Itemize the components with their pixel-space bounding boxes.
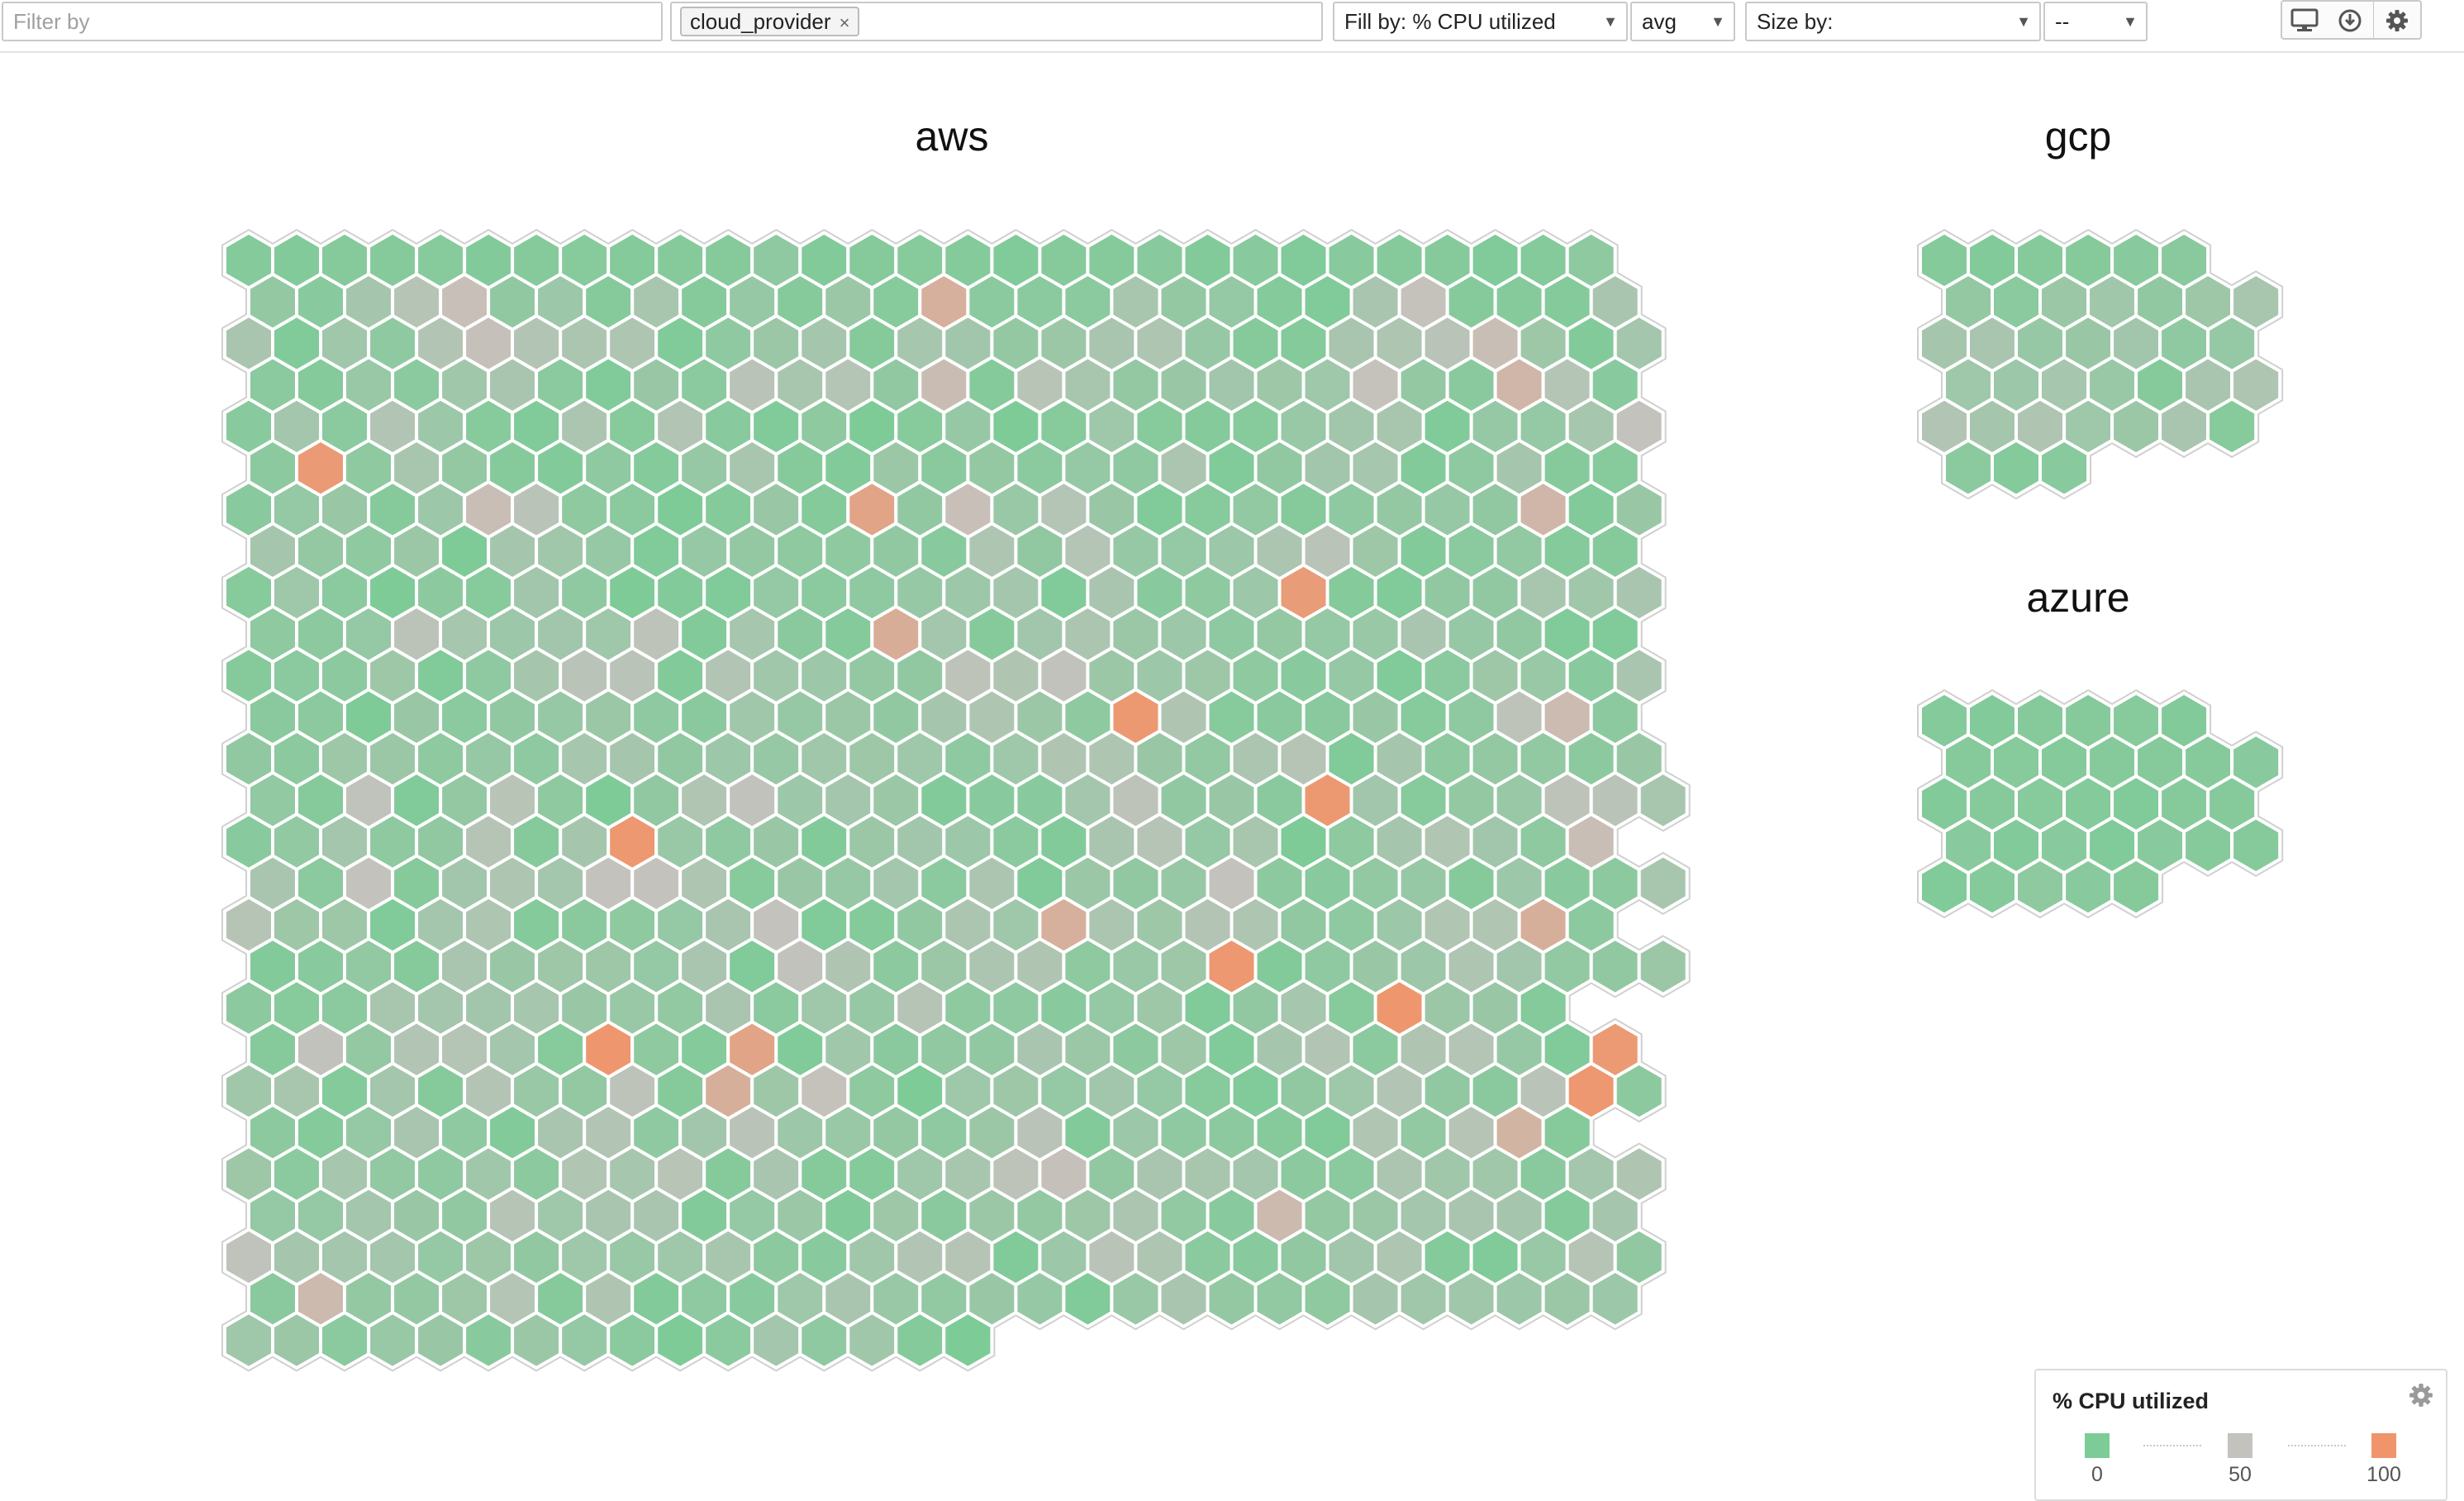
host-hexagon[interactable] [846,1310,898,1370]
host-hexagon[interactable] [1397,1269,1449,1329]
host-hexagon[interactable] [367,1310,419,1370]
host-hexagon[interactable] [1014,1269,1066,1329]
host-hexagon[interactable] [606,1310,659,1370]
host-hexagon[interactable] [2158,397,2210,456]
legend: % CPU utilized 0 50 100 [2034,1369,2447,1501]
host-hexagon[interactable] [1110,1269,1162,1329]
legend-swatch-mid [2228,1433,2252,1458]
chevron-down-icon: ▼ [2016,13,2031,30]
host-hexagon[interactable] [415,1310,467,1370]
host-hexagon[interactable] [463,1310,515,1370]
settings-button[interactable] [2374,0,2422,40]
host-group-azure [1917,689,2284,919]
size-metric-label: -- [2055,9,2070,34]
toolbar: cloud_provider × Fill by: % CPU utilized … [0,0,2464,53]
host-hexagon[interactable] [1541,1269,1593,1329]
chevron-down-icon: ▼ [1710,13,1725,30]
host-hexagon[interactable] [654,1310,706,1370]
host-hexagon[interactable] [2110,397,2162,456]
group-tag: cloud_provider × [680,7,860,36]
host-hexagon[interactable] [1445,1269,1497,1329]
host-hexagon[interactable] [2110,857,2162,917]
monitor-icon [2290,8,2319,31]
host-hexagon[interactable] [1589,936,1641,997]
legend-label-high: 100 [2366,1463,2401,1486]
host-hexagon[interactable] [942,1310,994,1370]
group-title-aws: aws [915,113,989,160]
tv-mode-button[interactable] [2281,0,2328,40]
host-hexagon[interactable] [1637,853,1689,913]
host-hexagon[interactable] [223,1310,274,1370]
legend-swatch-high [2371,1433,2396,1458]
host-hexagon[interactable] [1613,1061,1665,1121]
host-hexagon[interactable] [1301,1269,1353,1329]
host-hexagon[interactable] [2014,857,2067,917]
legend-divider [2143,1445,2201,1446]
fill-by-select[interactable]: Fill by: % CPU utilized ▼ [1333,2,1628,41]
filter-input[interactable] [2,2,663,41]
host-group-aws [221,228,1691,1372]
download-icon [2338,9,2362,32]
gear-icon [2386,10,2408,31]
legend-swatch-low [2085,1433,2110,1458]
host-hexagon[interactable] [319,1310,371,1370]
host-hexagon[interactable] [1637,770,1689,831]
group-title-gcp: gcp [2044,113,2112,160]
host-hexagon[interactable] [511,1310,563,1370]
aggregation-label: avg [1642,9,1677,34]
host-hexagon[interactable] [2206,397,2258,456]
host-hexagon[interactable] [1158,1269,1210,1329]
host-hexagon[interactable] [2062,857,2114,917]
host-hexagon[interactable] [2230,815,2282,875]
group-tag-label: cloud_provider [690,9,831,34]
host-hexagon[interactable] [894,1310,946,1370]
host-hexagon[interactable] [271,1310,322,1370]
legend-title: % CPU utilized [2053,1389,2210,1413]
host-hexagon[interactable] [702,1310,754,1370]
host-hexagon[interactable] [1253,1269,1306,1329]
remove-tag-icon[interactable]: × [839,12,850,33]
host-hexagon[interactable] [1062,1269,1114,1329]
host-hexagon[interactable] [1967,857,2018,917]
size-by-select[interactable]: Size by: ▼ [1745,2,2041,41]
legend-label-mid: 50 [2229,1463,2252,1486]
host-group-gcp [1917,228,2284,500]
host-hexagon[interactable] [798,1310,850,1370]
host-hexagon[interactable] [750,1310,802,1370]
host-hexagon[interactable] [1991,438,2042,498]
host-hexagon[interactable] [1349,1269,1401,1329]
group-by-field[interactable]: cloud_provider × [670,2,1323,41]
host-hexagon[interactable] [559,1310,611,1370]
host-hexagon[interactable] [1637,936,1689,997]
host-hexagon[interactable] [1206,1269,1258,1329]
fill-by-label: Fill by: % CPU utilized [1344,9,1556,34]
chevron-down-icon: ▼ [1603,13,1618,30]
host-hexagon[interactable] [2182,815,2234,875]
size-by-label: Size by: [1757,9,1834,34]
host-hexagon[interactable] [2038,438,2091,498]
aggregation-select[interactable]: avg ▼ [1630,2,1735,41]
host-hexagon[interactable] [1943,438,1994,498]
chevron-down-icon: ▼ [2123,13,2138,30]
host-hexagon[interactable] [1493,1269,1545,1329]
group-title-azure: azure [2026,574,2130,621]
host-hexagon[interactable] [1919,857,1970,917]
legend-divider [2288,1445,2346,1446]
host-hexagon[interactable] [1589,1269,1641,1329]
size-metric-select[interactable]: -- ▼ [2043,2,2148,41]
legend-label-low: 0 [2091,1463,2103,1486]
download-button[interactable] [2327,0,2375,40]
legend-gear-icon[interactable] [2408,1382,2434,1408]
